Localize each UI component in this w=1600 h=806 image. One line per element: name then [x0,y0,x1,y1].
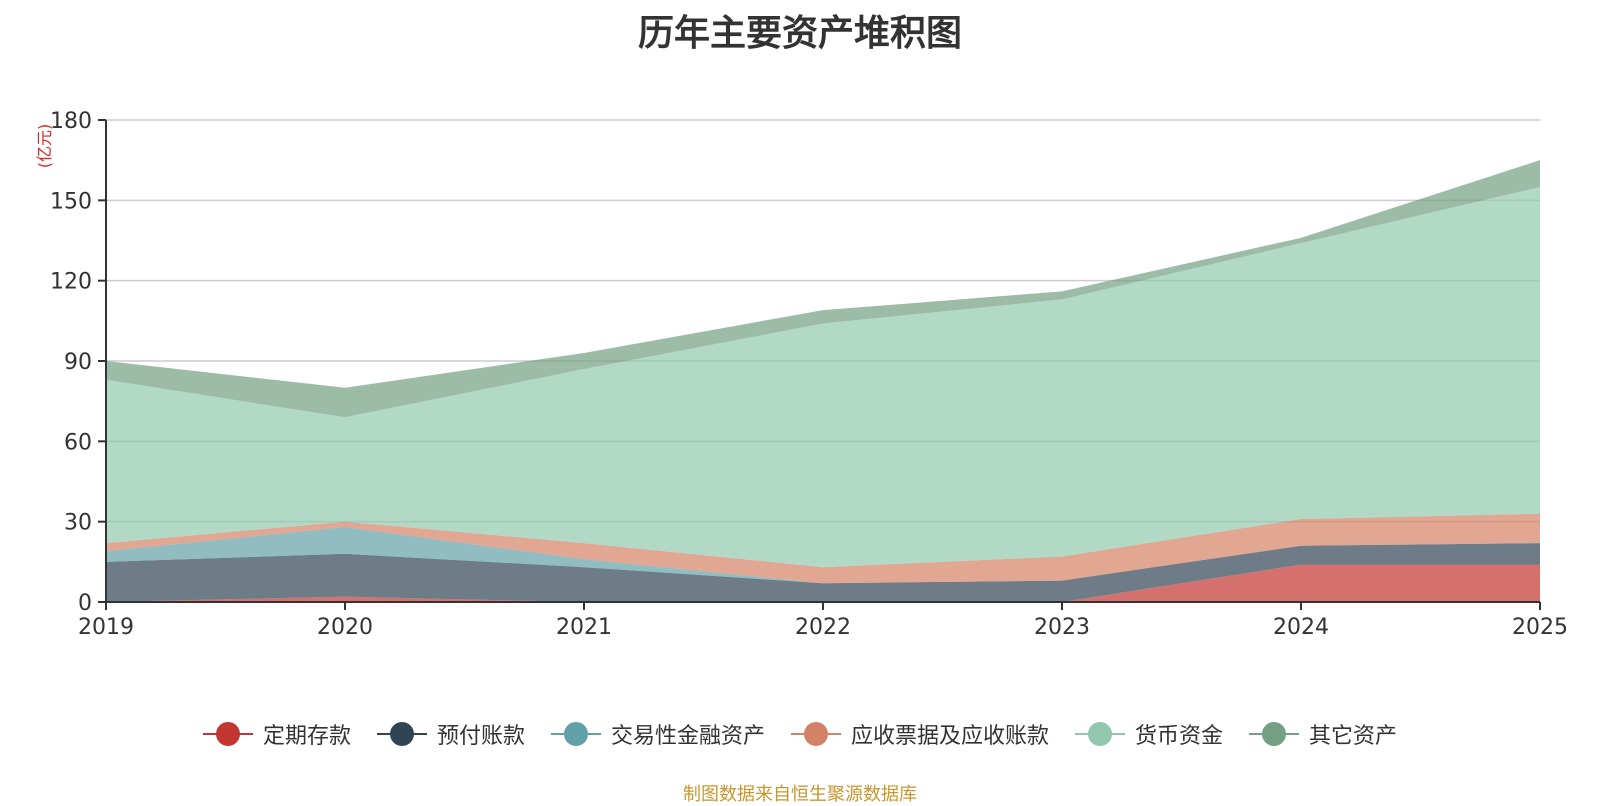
legend-label: 应收票据及应收账款 [851,724,1050,749]
data-source-note: 制图数据来自恒生聚源数据库 [683,784,917,805]
y-tick-label: 60 [64,430,92,455]
legend-label: 其它资产 [1309,724,1398,749]
area-货币资金 [106,186,1540,568]
x-tick-label: 2022 [795,615,851,640]
axes [98,119,1541,610]
legend-label: 货币资金 [1135,724,1224,749]
legend-item[interactable]: 定期存款 [202,718,351,750]
area-定期存款 [106,564,1540,602]
y-tick-label: 150 [50,189,92,214]
legend-item[interactable]: 应收票据及应收账款 [791,718,1049,750]
legend-swatch-icon [202,722,253,746]
legend-item[interactable]: 其它资产 [1249,718,1397,750]
legend-swatch-icon [376,722,427,746]
y-tick-label: 120 [50,270,92,295]
legend-item[interactable]: 预付账款 [376,718,525,750]
area-交易性金融资产 [106,527,1540,584]
legend-swatch-icon [791,722,841,746]
area-应收票据及应收账款 [106,513,1540,584]
y-tick-label: 0 [78,591,92,616]
legend-label: 预付账款 [436,724,525,749]
legend-swatch-icon [1249,722,1300,746]
x-tick-label: 2025 [1512,615,1568,640]
x-tick-label: 2021 [556,615,612,640]
y-tick-label: 30 [64,511,92,536]
x-tick-label: 2020 [317,615,373,640]
x-tick-label: 2024 [1273,615,1329,640]
y-tick-label: 180 [50,109,92,134]
chart-title: 历年主要资产堆积图 [637,13,962,54]
legend-swatch-icon [550,722,601,746]
area-预付账款 [106,543,1540,602]
legend-label: 定期存款 [262,724,351,749]
x-tick-label: 2023 [1034,615,1090,640]
stacked-area-chart: 0 30 60 90 120 150 180 2019 2020 2021 2022 2023 2024… [35,109,1568,640]
x-tick-label: 2019 [78,615,134,640]
legend-item[interactable]: 货币资金 [1075,718,1223,750]
legend-label: 交易性金融资产 [610,724,765,749]
area-series [106,160,1540,602]
area-其它资产 [106,160,1540,418]
legend: 定期存款 预付账款 交易性金融资产 应收票据及应收账款 货币资金 其它资产 [0,718,1600,750]
y-tick-label: 90 [64,350,92,375]
legend-swatch-icon [1075,722,1126,746]
axis-labels: 0 30 60 90 120 150 180 2019 2020 2021 2022 2023 2024… [35,109,1568,640]
legend-item[interactable]: 交易性金融资产 [550,718,765,750]
y-axis-unit-label: (亿元) [35,124,54,169]
